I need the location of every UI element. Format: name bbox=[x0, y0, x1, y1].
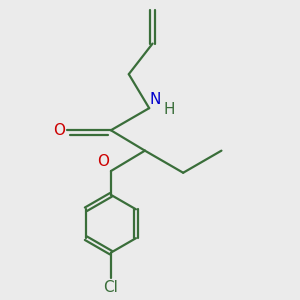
Text: Cl: Cl bbox=[103, 280, 118, 295]
Text: O: O bbox=[97, 154, 109, 169]
Text: O: O bbox=[53, 123, 65, 138]
Text: H: H bbox=[164, 102, 175, 117]
Text: N: N bbox=[150, 92, 161, 107]
